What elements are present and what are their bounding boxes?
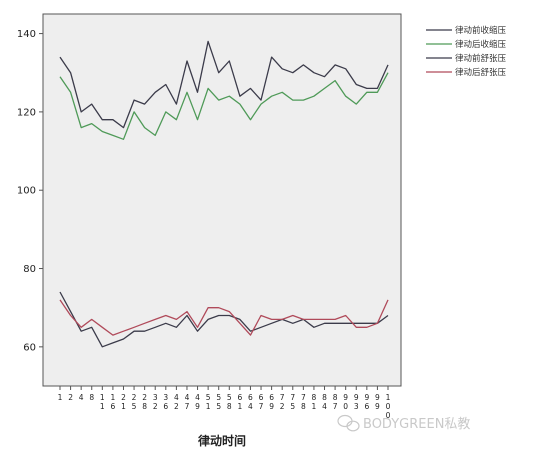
y-tick-label: 100 <box>17 186 36 197</box>
watermark: BODYGREEN私教 <box>337 414 470 432</box>
series-line <box>59 40 389 129</box>
y-tick-label: 80 <box>23 264 36 275</box>
y-tick-label: 60 <box>23 342 36 353</box>
y-axis: 60 80 100 120 140 <box>17 29 43 353</box>
x-tick-label: 4 <box>79 393 84 402</box>
x-axis-label: 律动时间 <box>198 433 246 448</box>
legend-label: 律动前舒张压 <box>455 53 507 64</box>
watermark-text: BODYGREEN私教 <box>363 416 470 432</box>
series-line <box>59 72 389 140</box>
plot-area <box>42 13 402 387</box>
x-tick-label: 2 <box>68 393 73 402</box>
x-tick-label: 1 <box>58 393 63 402</box>
series-lines <box>59 40 389 348</box>
legend-label: 律动前收缩压 <box>455 25 507 36</box>
x-axis: 1 2 4 8 1 1 1 6 2 1 2 5 2 8 3 2 3 6 4 2 4 7 4 9 5 1 5 5 5 8 6 1 6 4 6 7 6 9 7 2… <box>58 386 391 420</box>
wechat-icon <box>337 414 360 432</box>
legend-label: 律动后收缩压 <box>455 39 507 50</box>
legend-label: 律动后舒张压 <box>455 67 507 78</box>
x-tick-label: 8 <box>89 393 94 402</box>
series-line <box>59 299 389 336</box>
y-tick-label: 120 <box>17 107 36 118</box>
y-tick-label: 140 <box>17 29 36 40</box>
series-line <box>59 291 389 348</box>
